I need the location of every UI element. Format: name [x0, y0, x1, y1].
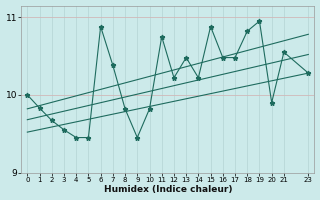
X-axis label: Humidex (Indice chaleur): Humidex (Indice chaleur) [104, 185, 232, 194]
